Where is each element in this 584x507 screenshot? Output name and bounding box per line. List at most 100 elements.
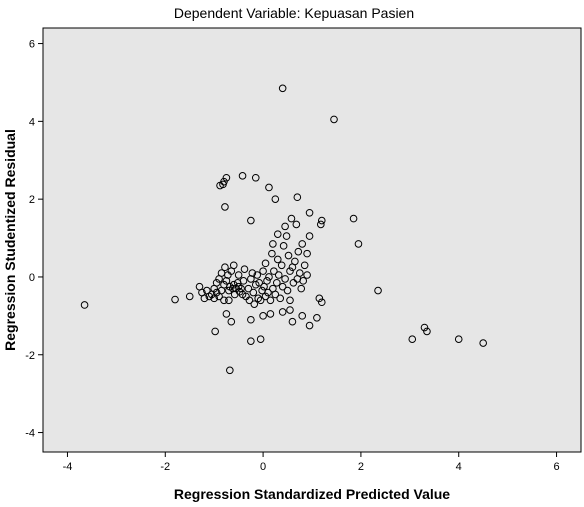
data-point (240, 265, 249, 273)
data-point (278, 308, 287, 316)
data-point (256, 335, 265, 343)
data-point (221, 263, 229, 272)
data-point (211, 327, 219, 336)
data-point (283, 286, 292, 295)
data-point (317, 216, 326, 225)
data-point (276, 294, 285, 303)
data-point (303, 271, 311, 279)
data-point (248, 269, 257, 277)
data-point (220, 296, 228, 305)
data-point (284, 251, 293, 260)
data-point (423, 327, 431, 336)
data-point (374, 286, 382, 295)
data-point (279, 242, 288, 250)
data-point (300, 261, 309, 270)
data-point (229, 261, 238, 270)
x-tick-label: 0 (260, 461, 266, 473)
data-point (317, 220, 325, 229)
data-point (259, 312, 267, 320)
y-tick-label: -4 (25, 428, 35, 440)
x-tick-label: -4 (63, 461, 73, 473)
y-axis: -4 -2 0 2 4 6 (25, 39, 43, 440)
data-point (454, 335, 463, 343)
data-point (266, 296, 275, 305)
y-axis-label: Regression Studentized Residual (2, 129, 18, 351)
data-point (420, 323, 429, 332)
data-point (226, 366, 234, 375)
x-tick-label: 6 (553, 461, 559, 473)
data-point (80, 301, 89, 309)
data-point (286, 296, 294, 305)
data-point (271, 290, 280, 299)
data-point (268, 249, 276, 258)
data-point (222, 310, 231, 318)
data-point (247, 216, 255, 225)
data-point (281, 222, 289, 231)
data-point (269, 240, 277, 248)
data-point (239, 277, 248, 285)
data-point (273, 255, 282, 264)
data-point (305, 321, 314, 330)
data-point (295, 269, 304, 277)
data-point (263, 277, 271, 285)
data-point (298, 312, 307, 320)
data-point (266, 310, 275, 318)
data-point (278, 282, 287, 291)
data-point (286, 267, 294, 275)
data-point (303, 249, 311, 258)
data-point (313, 313, 321, 322)
data-point (219, 180, 227, 189)
data-point (317, 298, 326, 307)
y-tick-label: -2 (25, 350, 35, 362)
data-point (212, 288, 221, 297)
data-point (251, 173, 260, 182)
data-point (265, 183, 273, 192)
data-point (227, 317, 236, 326)
data-point (221, 203, 229, 211)
data-point (249, 288, 258, 297)
data-point (286, 306, 294, 314)
chart-title: Dependent Variable: Kepuasan Pasien (174, 5, 414, 21)
data-point (277, 261, 286, 270)
data-point (259, 267, 267, 275)
data-point (171, 295, 179, 304)
data-point (287, 214, 296, 223)
data-point (273, 230, 282, 238)
data-point (260, 282, 268, 291)
x-axis-label: Regression Standardized Predicted Value (174, 486, 450, 502)
data-point (271, 195, 280, 203)
data-point (229, 280, 238, 289)
data-point (297, 284, 306, 293)
data-point (349, 214, 358, 223)
data-point (234, 271, 243, 279)
data-point (247, 337, 255, 345)
data-point (305, 208, 314, 217)
data-point (288, 317, 297, 326)
data-point (261, 292, 270, 301)
data-point (408, 335, 417, 343)
data-point (354, 240, 363, 248)
data-point (261, 259, 270, 268)
data-point (479, 339, 487, 347)
data-point (222, 173, 231, 182)
data-point (265, 273, 273, 281)
data-point (294, 247, 303, 256)
data-point (264, 288, 272, 297)
data-point (292, 220, 301, 229)
data-point (225, 286, 233, 295)
x-tick-label: -2 (160, 461, 170, 473)
data-point (247, 315, 255, 324)
data-point (270, 267, 278, 275)
plot-area (42, 27, 582, 453)
data-point (274, 271, 283, 279)
y-tick-label: 6 (29, 39, 35, 51)
data-point (225, 296, 233, 305)
x-axis: -4 -2 0 2 4 6 (63, 452, 560, 473)
data-point (253, 271, 262, 279)
data-point (281, 275, 289, 283)
data-point (330, 115, 338, 124)
data-point (250, 300, 259, 308)
data-point (272, 278, 281, 287)
x-tick-label: 2 (358, 461, 364, 473)
